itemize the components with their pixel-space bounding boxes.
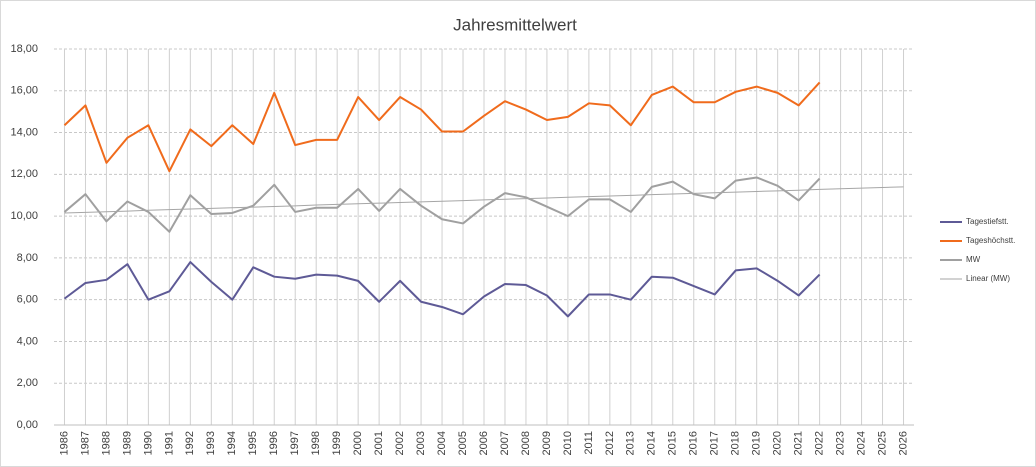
x-tick-label: 2004 — [436, 431, 448, 455]
legend-label: Tageshöchstt. — [966, 236, 1015, 245]
series-line — [64, 186, 904, 214]
x-tick-label: 1999 — [331, 431, 343, 455]
y-tick-label: 0,00 — [17, 419, 38, 431]
y-tick-label: 2,00 — [17, 377, 38, 389]
x-tick-label: 1991 — [163, 431, 175, 455]
x-tick-label: 2012 — [604, 431, 616, 455]
chart-title: Jahresmittelwert — [453, 15, 577, 34]
y-tick-label: 8,00 — [17, 252, 38, 264]
x-tick-label: 1994 — [226, 431, 238, 455]
y-tick-label: 6,00 — [17, 294, 38, 306]
x-tick-label: 1993 — [205, 431, 217, 455]
x-tick-label: 2026 — [897, 431, 909, 455]
x-tick-label: 1995 — [247, 431, 259, 455]
x-tick-label: 1998 — [310, 431, 322, 455]
series-line — [63, 81, 821, 173]
x-tick-label: 2013 — [625, 431, 637, 455]
x-tick-label: 2002 — [394, 431, 406, 455]
x-tick-label: 2011 — [583, 431, 595, 455]
x-tick-label: 2023 — [834, 431, 846, 455]
x-tick-label: 2014 — [646, 431, 658, 455]
x-tick-label: 2003 — [415, 431, 427, 455]
x-tick-label: 1988 — [100, 431, 112, 455]
x-tick-label: 2016 — [688, 431, 700, 455]
x-tick-label: 1992 — [184, 431, 196, 455]
x-tick-label: 1997 — [289, 431, 301, 455]
x-tick-label: 1989 — [121, 431, 133, 455]
x-tick-label: 1990 — [142, 431, 154, 455]
y-tick-label: 4,00 — [17, 335, 38, 347]
x-tick-label: 2015 — [667, 431, 679, 455]
x-tick-label: 2021 — [793, 431, 805, 455]
y-tick-label: 10,00 — [10, 210, 38, 222]
legend-label: Linear (MW) — [966, 274, 1010, 283]
x-tick-label: 2006 — [478, 431, 490, 455]
y-tick-label: 12,00 — [10, 168, 38, 180]
x-tick-label: 2010 — [562, 431, 574, 455]
x-tick-label: 2008 — [520, 431, 532, 455]
y-tick-label: 14,00 — [10, 126, 38, 138]
y-tick-label: 16,00 — [10, 85, 38, 97]
x-tick-label: 2009 — [541, 431, 553, 455]
x-tick-label: 2000 — [352, 431, 364, 455]
x-tick-label: 2018 — [730, 431, 742, 455]
x-tick-label: 2024 — [855, 431, 867, 455]
series-line — [63, 176, 821, 233]
x-tick-label: 2017 — [709, 431, 721, 455]
x-tick-label: 2022 — [814, 431, 826, 455]
x-tick-label: 1986 — [58, 431, 70, 455]
x-tick-label: 2005 — [457, 431, 469, 455]
x-tick-label: 2025 — [876, 431, 888, 455]
x-tick-label: 1996 — [268, 431, 280, 455]
x-tick-label: 1987 — [79, 431, 91, 455]
x-tick-label: 2020 — [772, 431, 784, 455]
legend-label: MW — [966, 255, 981, 264]
x-tick-label: 2019 — [751, 431, 763, 455]
series-line — [63, 261, 821, 318]
x-tick-label: 2001 — [373, 431, 385, 455]
y-tick-label: 18,00 — [10, 43, 38, 55]
x-tick-label: 2007 — [499, 431, 511, 455]
legend-label: Tagestiefstt. — [966, 217, 1009, 226]
